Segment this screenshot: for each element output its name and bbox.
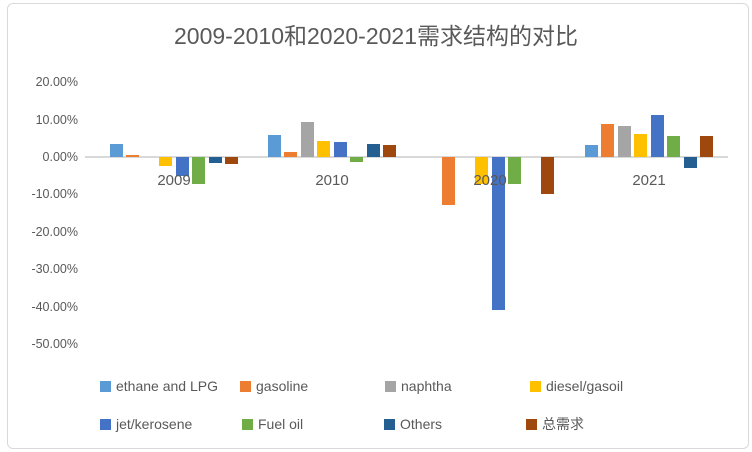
legend-label: gasoline (256, 378, 309, 394)
legend-item-jet-kerosene: jet/kerosene (100, 416, 192, 433)
y-tick-label: 10.00% (35, 112, 78, 127)
x-axis-zero-line (85, 155, 728, 158)
y-tick-label: -30.00% (31, 262, 78, 277)
bar-fuel-oil-2021 (667, 136, 681, 157)
bar-naphtha-2010 (300, 122, 314, 157)
y-tick-label: -40.00% (31, 299, 78, 314)
y-tick-label: -20.00% (31, 224, 78, 239)
bar-fuel-oil-2020 (508, 157, 522, 185)
y-tick-label: 20.00% (35, 75, 78, 90)
legend-label: naphtha (401, 378, 452, 394)
bar-others-2010 (366, 143, 380, 157)
legend-item-gasoline: gasoline (240, 378, 308, 395)
legend-swatch-icon (384, 419, 395, 430)
bar-gasoline-2021 (601, 123, 615, 157)
bar---2021 (700, 136, 714, 157)
bar---2020 (541, 157, 555, 195)
legend-swatch-icon (100, 419, 111, 430)
bar-jet-kerosene-2021 (650, 114, 664, 157)
bar-ethane-and-lpg-2021 (584, 145, 598, 157)
legend-swatch-icon (240, 381, 251, 392)
y-tick-label: 0.00% (42, 150, 78, 164)
legend-label: jet/kerosene (116, 416, 193, 432)
bar-others-2009 (208, 157, 222, 163)
bar-ethane-and-lpg-2009 (109, 143, 123, 157)
bar-fuel-oil-2010 (350, 157, 364, 162)
y-tick-label: -50.00% (31, 337, 78, 351)
y-tick-label: -10.00% (31, 187, 78, 202)
category-label-2021: 2021 (632, 172, 666, 189)
bar-jet-kerosene-2009 (175, 157, 189, 177)
legend-label: 总需求 (542, 416, 584, 432)
bar---2010 (383, 144, 397, 157)
chart-title: 2009-2010和2020-2021需求结构的对比 (174, 23, 578, 49)
legend-label: Fuel oil (258, 416, 304, 432)
bar-diesel-gasoil-2010 (317, 141, 331, 157)
legend-item-diesel-gasoil: diesel/gasoil (530, 378, 623, 395)
bar-diesel-gasoil-2009 (159, 157, 173, 167)
legend-item-fuel-oil: Fuel oil (242, 416, 303, 433)
bar-gasoline-2009 (126, 155, 140, 157)
bar-jet-kerosene-2020 (491, 157, 505, 311)
category-label-2010: 2010 (315, 172, 349, 189)
category-label-2009: 2009 (157, 172, 191, 189)
legend-label: Others (400, 416, 443, 432)
bar-diesel-gasoil-2021 (634, 133, 648, 157)
bar-naphtha-2021 (617, 125, 631, 157)
bar-fuel-oil-2009 (192, 157, 206, 185)
legend-swatch-icon (242, 419, 253, 430)
bar-ethane-and-lpg-2010 (267, 134, 281, 157)
legend-label: diesel/gasoil (546, 378, 624, 394)
legend-item-naphtha: naphtha (385, 378, 452, 395)
legend-item--: 总需求 (526, 416, 584, 433)
bar-gasoline-2010 (284, 152, 298, 157)
category-label-2020: 2020 (473, 172, 507, 189)
bar-jet-kerosene-2010 (333, 142, 347, 157)
bar-gasoline-2020 (442, 157, 456, 206)
legend-swatch-icon (526, 419, 537, 430)
legend-item-others: Others (384, 416, 442, 433)
bar-others-2021 (683, 157, 697, 169)
legend-swatch-icon (530, 381, 541, 392)
legend-label: ethane and LPG (116, 378, 218, 394)
bar---2009 (225, 157, 239, 164)
legend-swatch-icon (385, 381, 396, 392)
legend-swatch-icon (100, 381, 111, 392)
legend-item-ethane-and-lpg: ethane and LPG (100, 378, 218, 395)
bar-diesel-gasoil-2020 (475, 157, 489, 184)
